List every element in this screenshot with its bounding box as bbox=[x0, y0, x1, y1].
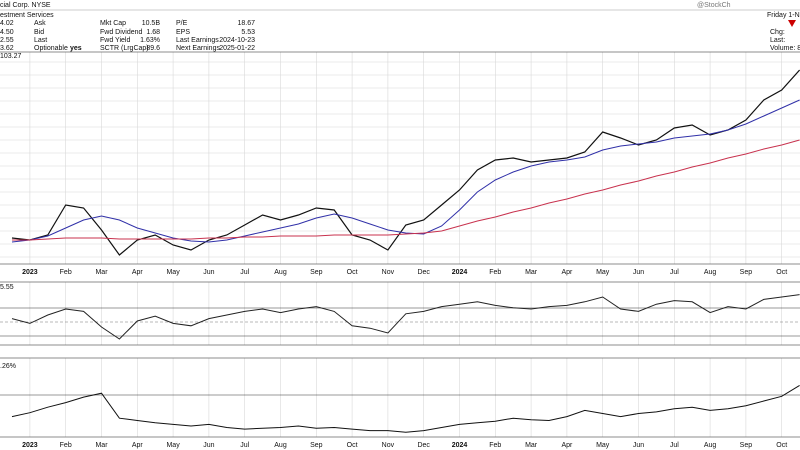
x-tick-label: Nov bbox=[382, 269, 395, 276]
stat-label: Last Earnings bbox=[176, 37, 219, 44]
down-arrow bbox=[788, 20, 796, 27]
x-tick-label: May bbox=[596, 442, 610, 449]
quote-text: yes bbox=[70, 45, 82, 52]
x-tick-label: Jun bbox=[203, 442, 214, 449]
x-tick-label: Jul bbox=[670, 269, 679, 276]
stat-label: P/E bbox=[176, 20, 188, 27]
x-tick-label: Sep bbox=[740, 269, 753, 276]
x-tick-label: Apr bbox=[561, 269, 573, 276]
quote-text: Last bbox=[34, 37, 47, 44]
x-tick-label: May bbox=[166, 269, 180, 276]
quote-text: Optionable bbox=[34, 45, 68, 52]
series-line bbox=[11, 294, 800, 340]
quote-text: 2.55 bbox=[0, 37, 14, 44]
x-tick-label: Oct bbox=[347, 269, 358, 276]
quote-text: 4.02 bbox=[0, 20, 14, 27]
x-tick-label: Aug bbox=[704, 269, 717, 276]
x-tick-label: Sep bbox=[740, 442, 753, 449]
x-tick-label: 2023 bbox=[22, 269, 38, 276]
stat-value: 10.5B bbox=[142, 20, 161, 27]
x-tick-label: 2024 bbox=[452, 269, 468, 276]
quote-text: Ask bbox=[34, 20, 46, 27]
quote-text: 4.50 bbox=[0, 29, 14, 36]
subtitle: estment Services bbox=[0, 12, 54, 19]
stat-value: 2025-01-22 bbox=[219, 45, 255, 52]
stat-label: SCTR (LrgCap) bbox=[100, 45, 149, 52]
x-tick-label: Aug bbox=[274, 269, 287, 276]
x-tick-label: 2023 bbox=[22, 442, 38, 449]
series-line bbox=[11, 69, 800, 256]
indicator-label: 5.55 bbox=[0, 284, 14, 291]
x-tick-label: Jun bbox=[203, 269, 214, 276]
x-tick-label: Apr bbox=[132, 442, 144, 449]
x-tick-label: Oct bbox=[776, 269, 787, 276]
x-tick-label: Aug bbox=[274, 442, 287, 449]
x-tick-label: Sep bbox=[310, 269, 323, 276]
x-tick-label: Jul bbox=[670, 442, 679, 449]
x-tick-label: Dec bbox=[417, 442, 430, 449]
x-tick-label: Jun bbox=[633, 442, 644, 449]
x-tick-label: Jul bbox=[240, 269, 249, 276]
relative-label: .26% bbox=[0, 363, 16, 370]
x-tick-label: Jun bbox=[633, 269, 644, 276]
series-line bbox=[12, 139, 800, 241]
x-tick-label: Mar bbox=[95, 442, 108, 449]
x-tick-label: Apr bbox=[561, 442, 573, 449]
x-tick-label: Apr bbox=[132, 269, 144, 276]
series-line bbox=[11, 384, 800, 433]
stat-label: Mkt Cap bbox=[100, 20, 126, 27]
x-tick-label: Aug bbox=[704, 442, 717, 449]
stat-value: 2024-10-23 bbox=[219, 37, 255, 44]
watermark: @StockCh bbox=[697, 2, 731, 9]
x-tick-label: Nov bbox=[382, 442, 395, 449]
x-tick-label: May bbox=[166, 442, 180, 449]
x-tick-label: Oct bbox=[776, 442, 787, 449]
quote-text: 3.62 bbox=[0, 45, 14, 52]
x-tick-label: 2024 bbox=[452, 442, 468, 449]
stat-value: 1.68 bbox=[146, 29, 160, 36]
x-tick-label: Mar bbox=[525, 442, 538, 449]
x-tick-label: Sep bbox=[310, 442, 323, 449]
quote-label: Chg: bbox=[770, 29, 785, 36]
quote-label: Volume: 8 bbox=[770, 45, 800, 52]
x-tick-label: Feb bbox=[489, 442, 501, 449]
stat-value: 18.67 bbox=[237, 20, 255, 27]
date: Friday 1-N bbox=[767, 12, 800, 19]
x-tick-label: Feb bbox=[60, 442, 72, 449]
x-tick-label: Mar bbox=[525, 269, 538, 276]
x-tick-label: Mar bbox=[95, 269, 108, 276]
x-tick-label: Jul bbox=[240, 442, 249, 449]
x-tick-label: Dec bbox=[417, 269, 430, 276]
price-label: 103.27 bbox=[0, 53, 22, 60]
series-line bbox=[11, 99, 800, 243]
quote-label: Last: bbox=[770, 37, 785, 44]
stat-value: 1.63% bbox=[140, 37, 160, 44]
title: cial Corp. NYSE bbox=[0, 2, 51, 9]
stat-label: Fwd Dividend bbox=[100, 29, 143, 36]
stat-label: Next Earnings bbox=[176, 45, 220, 52]
x-tick-label: Oct bbox=[347, 442, 358, 449]
quote-text: Bid bbox=[34, 29, 44, 36]
stat-value: 89.6 bbox=[146, 45, 160, 52]
x-tick-label: Feb bbox=[60, 269, 72, 276]
x-tick-label: Feb bbox=[489, 269, 501, 276]
stat-label: Fwd Yield bbox=[100, 37, 130, 44]
x-tick-label: May bbox=[596, 269, 610, 276]
stat-label: EPS bbox=[176, 29, 190, 36]
stat-value: 5.53 bbox=[241, 29, 255, 36]
